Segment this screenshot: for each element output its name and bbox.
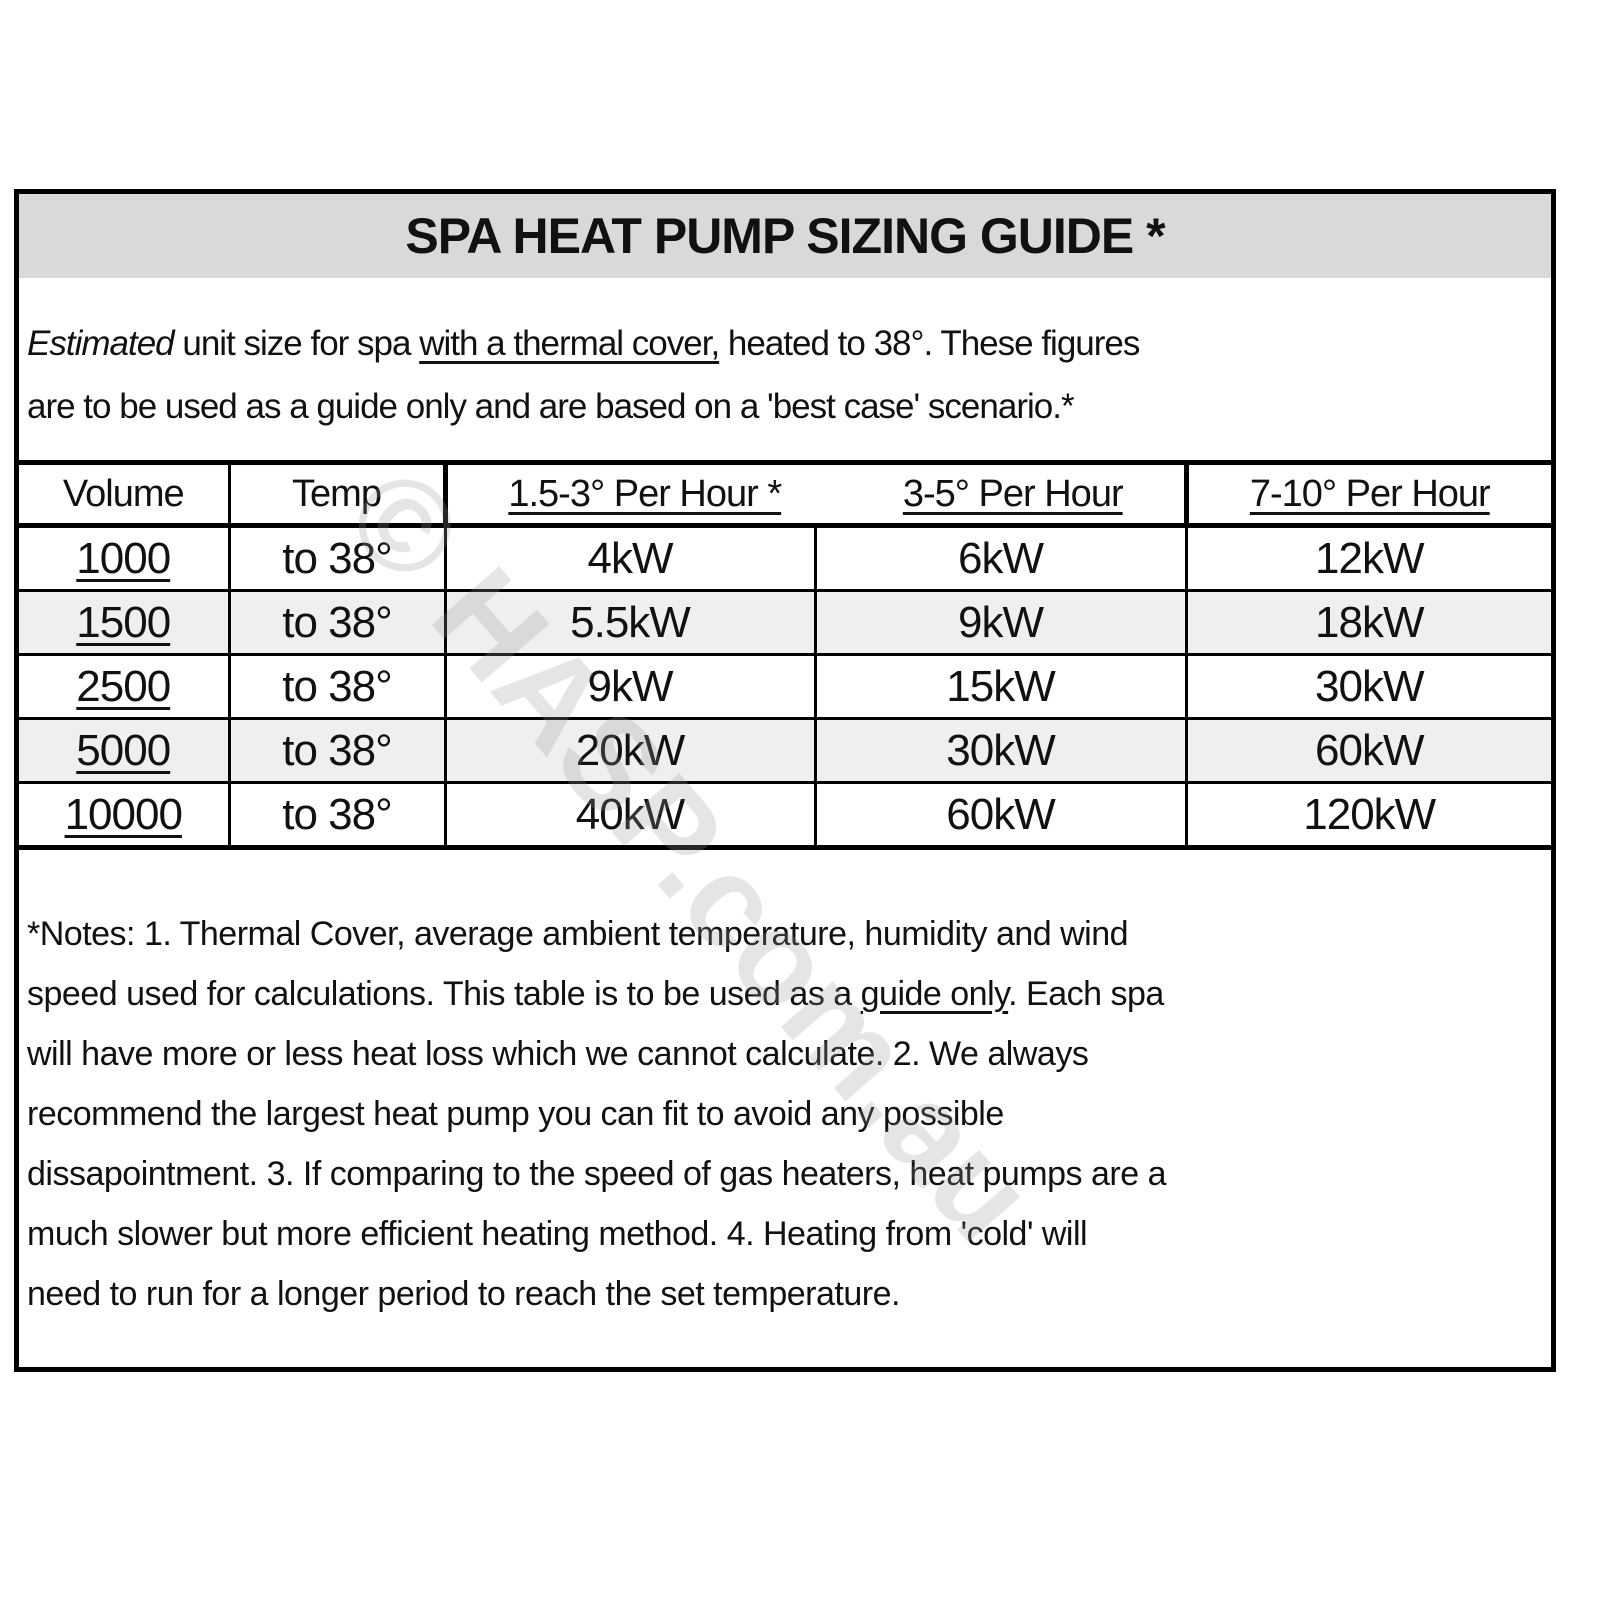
cell-value: 5000 bbox=[76, 725, 171, 775]
kw-cell: 30kW bbox=[1184, 653, 1551, 720]
notes-line: dissapointment. 3. If comparing to the s… bbox=[27, 1155, 1166, 1193]
intro-line2: are to be used as a guide only and are b… bbox=[27, 387, 1075, 426]
header-rate-2: 3-5° Per Hour bbox=[902, 472, 1124, 515]
table-row: 2500 to 38° 9kW 15kW 30kW bbox=[19, 653, 1551, 720]
temp-cell: to 38° bbox=[227, 524, 447, 592]
temp-cell: to 38° bbox=[227, 589, 447, 656]
intro-part1: unit size for spa bbox=[173, 324, 420, 363]
header-volume: Volume bbox=[19, 460, 231, 528]
cell-value: 10000 bbox=[64, 789, 183, 839]
notes-underlined: guide only bbox=[860, 975, 1009, 1013]
table-row: 10000 to 38° 40kW 60kW 120kW bbox=[19, 781, 1551, 850]
cell-value: to 38° bbox=[282, 725, 392, 775]
header-rate-3: 7-10° Per Hour bbox=[1184, 460, 1551, 528]
volume-cell: 10000 bbox=[19, 781, 231, 850]
kw-cell: 20kW bbox=[443, 717, 817, 784]
volume-cell: 1500 bbox=[19, 589, 231, 656]
cell-value: to 38° bbox=[282, 661, 392, 711]
sizing-guide-panel: SPA HEAT PUMP SIZING GUIDE * Estimated u… bbox=[14, 189, 1556, 1372]
cell-value: 9kW bbox=[587, 661, 674, 711]
cell-value: to 38° bbox=[282, 789, 392, 839]
intro-italic: Estimated bbox=[27, 324, 175, 363]
cell-value: 2500 bbox=[76, 661, 171, 711]
table-row: 1500 to 38° 5.5kW 9kW 18kW bbox=[19, 589, 1551, 656]
kw-cell: 12kW bbox=[1184, 524, 1551, 592]
kw-cell: 9kW bbox=[443, 653, 817, 720]
volume-cell: 2500 bbox=[19, 653, 231, 720]
header-rate-1: 1.5-3° Per Hour * bbox=[508, 472, 782, 515]
kw-cell: 5.5kW bbox=[443, 589, 817, 656]
cell-value: to 38° bbox=[282, 533, 392, 583]
cell-value: 30kW bbox=[1315, 661, 1424, 711]
notes-line: speed used for calculations. This table … bbox=[27, 975, 861, 1013]
kw-cell: 30kW bbox=[813, 717, 1188, 784]
kw-cell: 15kW bbox=[813, 653, 1188, 720]
cell-value: 15kW bbox=[946, 661, 1055, 711]
intro-underlined: with a thermal cover, bbox=[419, 324, 720, 363]
page-title: SPA HEAT PUMP SIZING GUIDE * bbox=[19, 194, 1551, 278]
header-rate-3-label: 7-10° Per Hour bbox=[1249, 472, 1491, 515]
cell-value: 9kW bbox=[958, 597, 1044, 647]
cell-value: 1500 bbox=[76, 597, 171, 647]
temp-cell: to 38° bbox=[227, 781, 447, 850]
cell-value: to 38° bbox=[282, 597, 392, 647]
cell-value: 40kW bbox=[575, 789, 685, 839]
table-row: 1000 to 38° 4kW 6kW 12kW bbox=[19, 524, 1551, 592]
kw-cell: 6kW bbox=[813, 524, 1188, 592]
kw-cell: 60kW bbox=[813, 781, 1188, 850]
header-rate-group: 1.5-3° Per Hour * 3-5° Per Hour bbox=[442, 460, 1189, 528]
cell-value: 18kW bbox=[1315, 597, 1424, 647]
cell-value: 120kW bbox=[1303, 789, 1436, 839]
kw-cell: 60kW bbox=[1184, 717, 1551, 784]
kw-cell: 120kW bbox=[1184, 781, 1551, 850]
cell-value: 1000 bbox=[76, 533, 171, 583]
cell-value: 30kW bbox=[946, 725, 1055, 775]
kw-cell: 18kW bbox=[1184, 589, 1551, 656]
kw-cell: 4kW bbox=[443, 524, 817, 592]
notes-line: *Notes: 1. Thermal Cover, average ambien… bbox=[27, 915, 1129, 953]
sizing-table: Volume Temp 1.5-3° Per Hour * 3-5° Per Ho… bbox=[19, 460, 1551, 850]
notes-line: need to run for a longer period to reach… bbox=[27, 1275, 900, 1313]
cell-value: 5.5kW bbox=[570, 597, 691, 647]
table-row: 5000 to 38° 20kW 30kW 60kW bbox=[19, 717, 1551, 784]
cell-value: 20kW bbox=[575, 725, 685, 775]
cell-value: 6kW bbox=[958, 533, 1044, 583]
notes-line: will have more or less heat loss which w… bbox=[27, 1035, 1089, 1073]
cell-value: 60kW bbox=[1315, 725, 1424, 775]
header-temp: Temp bbox=[227, 460, 447, 528]
intro-part2: heated to 38°. These figures bbox=[719, 324, 1141, 363]
cell-value: 12kW bbox=[1315, 533, 1424, 583]
cell-value: 60kW bbox=[946, 789, 1055, 839]
table-header-row: Volume Temp 1.5-3° Per Hour * 3-5° Per Ho… bbox=[19, 460, 1551, 528]
kw-cell: 40kW bbox=[443, 781, 817, 850]
temp-cell: to 38° bbox=[227, 717, 447, 784]
kw-cell: 9kW bbox=[813, 589, 1188, 656]
notes-line: much slower but more efficient heating m… bbox=[27, 1215, 1088, 1253]
temp-cell: to 38° bbox=[227, 653, 447, 720]
notes-line: recommend the largest heat pump you can … bbox=[27, 1095, 1004, 1133]
cell-value: 4kW bbox=[587, 533, 674, 583]
intro-text: Estimated unit size for spa with a therm… bbox=[27, 312, 1141, 438]
volume-cell: 1000 bbox=[19, 524, 231, 592]
notes-text: *Notes: 1. Thermal Cover, average ambien… bbox=[27, 904, 1166, 1324]
volume-cell: 5000 bbox=[19, 717, 231, 784]
notes-line: . Each spa bbox=[1008, 975, 1164, 1013]
